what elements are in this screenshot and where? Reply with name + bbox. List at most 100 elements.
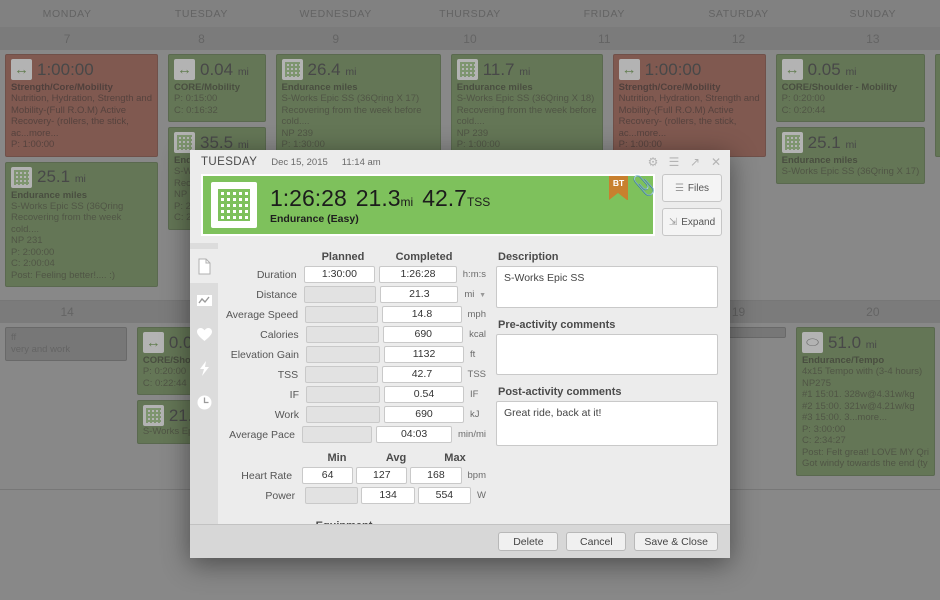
event-detail-line: Recovering from the week xyxy=(11,212,122,223)
calendar-date-number[interactable]: 12 xyxy=(731,32,746,46)
completed-input[interactable]: 690 xyxy=(384,406,464,423)
description-input[interactable]: S-Works Epic SS xyxy=(496,266,718,308)
workout-event-card[interactable]: ff very and work xyxy=(5,327,127,361)
planned-input[interactable] xyxy=(305,326,380,343)
completed-input[interactable]: 0.54 xyxy=(384,386,464,403)
tab-power[interactable] xyxy=(190,351,218,385)
planned-input[interactable] xyxy=(304,286,377,303)
arrows-icon xyxy=(618,59,640,80)
event-header: 51.0 mi xyxy=(801,332,929,353)
pre-activity-input[interactable] xyxy=(496,334,718,375)
event-detail-line: ac...more... xyxy=(618,127,667,139)
bar-icon xyxy=(801,332,823,353)
unit-label: IF xyxy=(470,389,479,400)
event-detail-line: C: 0:16:32 xyxy=(174,104,218,116)
calendar-day-cell[interactable]: 1:00:00 Strength/Core/MobilityNutrition, … xyxy=(0,50,163,300)
event-value: 1:00:00 xyxy=(644,59,702,79)
tab-laps[interactable] xyxy=(190,385,218,419)
calendar-date-number[interactable]: 20 xyxy=(866,305,880,319)
event-detail-line: 4x15 Tempo with (3-4 hours) xyxy=(801,366,923,377)
completed-input[interactable]: 42.7 xyxy=(382,366,462,383)
completed-input[interactable]: 1132 xyxy=(384,346,464,363)
min-input[interactable] xyxy=(305,487,359,504)
planned-input[interactable] xyxy=(306,386,380,403)
calendar-date-number[interactable]: 10 xyxy=(463,32,477,46)
calendar-date-number[interactable]: 19 xyxy=(731,305,746,319)
calendar-date-number[interactable]: 9 xyxy=(332,32,340,46)
completed-input[interactable]: 14.8 xyxy=(382,306,462,323)
arrows-icon xyxy=(142,332,164,353)
calendar-date-number[interactable]: 8 xyxy=(198,32,205,46)
chevron-down-icon[interactable]: ▼ xyxy=(479,292,486,299)
notes-column: Description S-Works Epic SS Pre-activity… xyxy=(486,251,730,524)
expand-button[interactable]: ⇲ Expand xyxy=(662,208,722,236)
modal-window-controls: ⚙ ☰ ↗ ✕ xyxy=(647,156,722,168)
workout-event-card[interactable]: 1:00:00 Strength/Core/MobilityNutrition, … xyxy=(5,54,158,157)
gear-icon[interactable]: ⚙ xyxy=(647,155,659,169)
calendar-day-header: THURSDAY xyxy=(439,8,501,20)
completed-input[interactable]: 690 xyxy=(383,326,464,343)
calendar-date-number[interactable]: 14 xyxy=(60,305,74,319)
tab-heartrate[interactable] xyxy=(190,317,218,351)
expand-arrows-icon[interactable]: ↗ xyxy=(689,155,701,169)
min-input[interactable]: 64 xyxy=(302,467,354,484)
workout-event-card[interactable]: 25.1 mi Endurance miles S-Works Epic SS (3… xyxy=(5,161,158,287)
event-header: 1:00:00 xyxy=(618,59,760,80)
tab-graph[interactable] xyxy=(190,283,218,317)
max-input[interactable]: 554 xyxy=(417,487,472,504)
calendar-date-number[interactable]: 7 xyxy=(63,32,71,46)
col-max-header: Max xyxy=(444,452,466,464)
unit-label: bpm xyxy=(467,470,486,481)
calendar-day-cell[interactable]: ff very and work xyxy=(0,323,132,489)
calendar-day-cell[interactable]: 1:00:00 Strength/Core/MobilityNutrition, … xyxy=(608,50,771,300)
max-input[interactable]: 168 xyxy=(410,467,462,484)
workout-event-card[interactable]: 1:00:00 Strength/Core/MobilityNutrition, … xyxy=(612,54,766,157)
event-header: 26.4 mi xyxy=(281,59,435,80)
stat-label: Calories xyxy=(260,328,299,341)
tab-summary[interactable] xyxy=(190,249,218,283)
hero-side-buttons: ☰ Files ⇲ Expand xyxy=(662,174,722,236)
close-icon[interactable]: ✕ xyxy=(710,155,722,169)
planned-input[interactable] xyxy=(306,346,380,363)
planned-input[interactable] xyxy=(301,426,373,443)
cancel-button[interactable]: Cancel xyxy=(566,532,627,551)
minavgmax-row: Power 134 554 W xyxy=(222,487,486,504)
event-detail-line: C: 0:20:44 xyxy=(781,104,826,116)
avg-input[interactable]: 134 xyxy=(361,487,415,504)
paperclip-icon[interactable]: 📎 xyxy=(632,176,656,197)
event-value: 35.5 mi xyxy=(200,132,249,152)
completed-input[interactable]: 21.3 xyxy=(380,286,459,303)
event-detail-line: Post: Felt great! LOVE MY Qri xyxy=(801,446,930,458)
planned-input[interactable] xyxy=(305,366,379,383)
calendar-date-number[interactable]: 13 xyxy=(866,32,880,46)
calendar-date-number[interactable]: 11 xyxy=(598,32,611,46)
planned-input[interactable] xyxy=(306,406,380,423)
avg-input[interactable]: 127 xyxy=(356,467,408,484)
event-detail-line: P: 1:00:00 xyxy=(618,139,662,150)
planned-input[interactable]: 1:30:00 xyxy=(303,266,376,283)
hamburger-menu-icon[interactable]: ☰ xyxy=(668,155,680,169)
col-avg-header: Avg xyxy=(385,452,407,464)
event-detail-line: Recovery- (rollers, the stick, xyxy=(618,116,737,127)
completed-input[interactable]: 1:26:28 xyxy=(379,266,457,283)
completed-input[interactable]: 04:03 xyxy=(376,426,453,443)
delete-button[interactable]: Delete xyxy=(498,532,559,551)
arrows-icon xyxy=(174,59,195,80)
workout-event-card[interactable]: 25.1 mi Endurance miles S-Works Epic SS (3… xyxy=(775,127,926,184)
unit-label[interactable]: mi ▼ xyxy=(464,289,486,300)
post-activity-input[interactable]: Great ride, back at it! xyxy=(496,401,718,446)
post-activity-label: Post-activity comments xyxy=(498,386,622,398)
pre-activity-label: Pre-activity comments xyxy=(498,319,616,331)
planned-input[interactable] xyxy=(305,306,379,323)
files-button[interactable]: ☰ Files xyxy=(662,174,722,202)
minavgmax-label: Heart Rate xyxy=(241,469,293,482)
save-close-button[interactable]: Save & Close xyxy=(634,532,718,551)
